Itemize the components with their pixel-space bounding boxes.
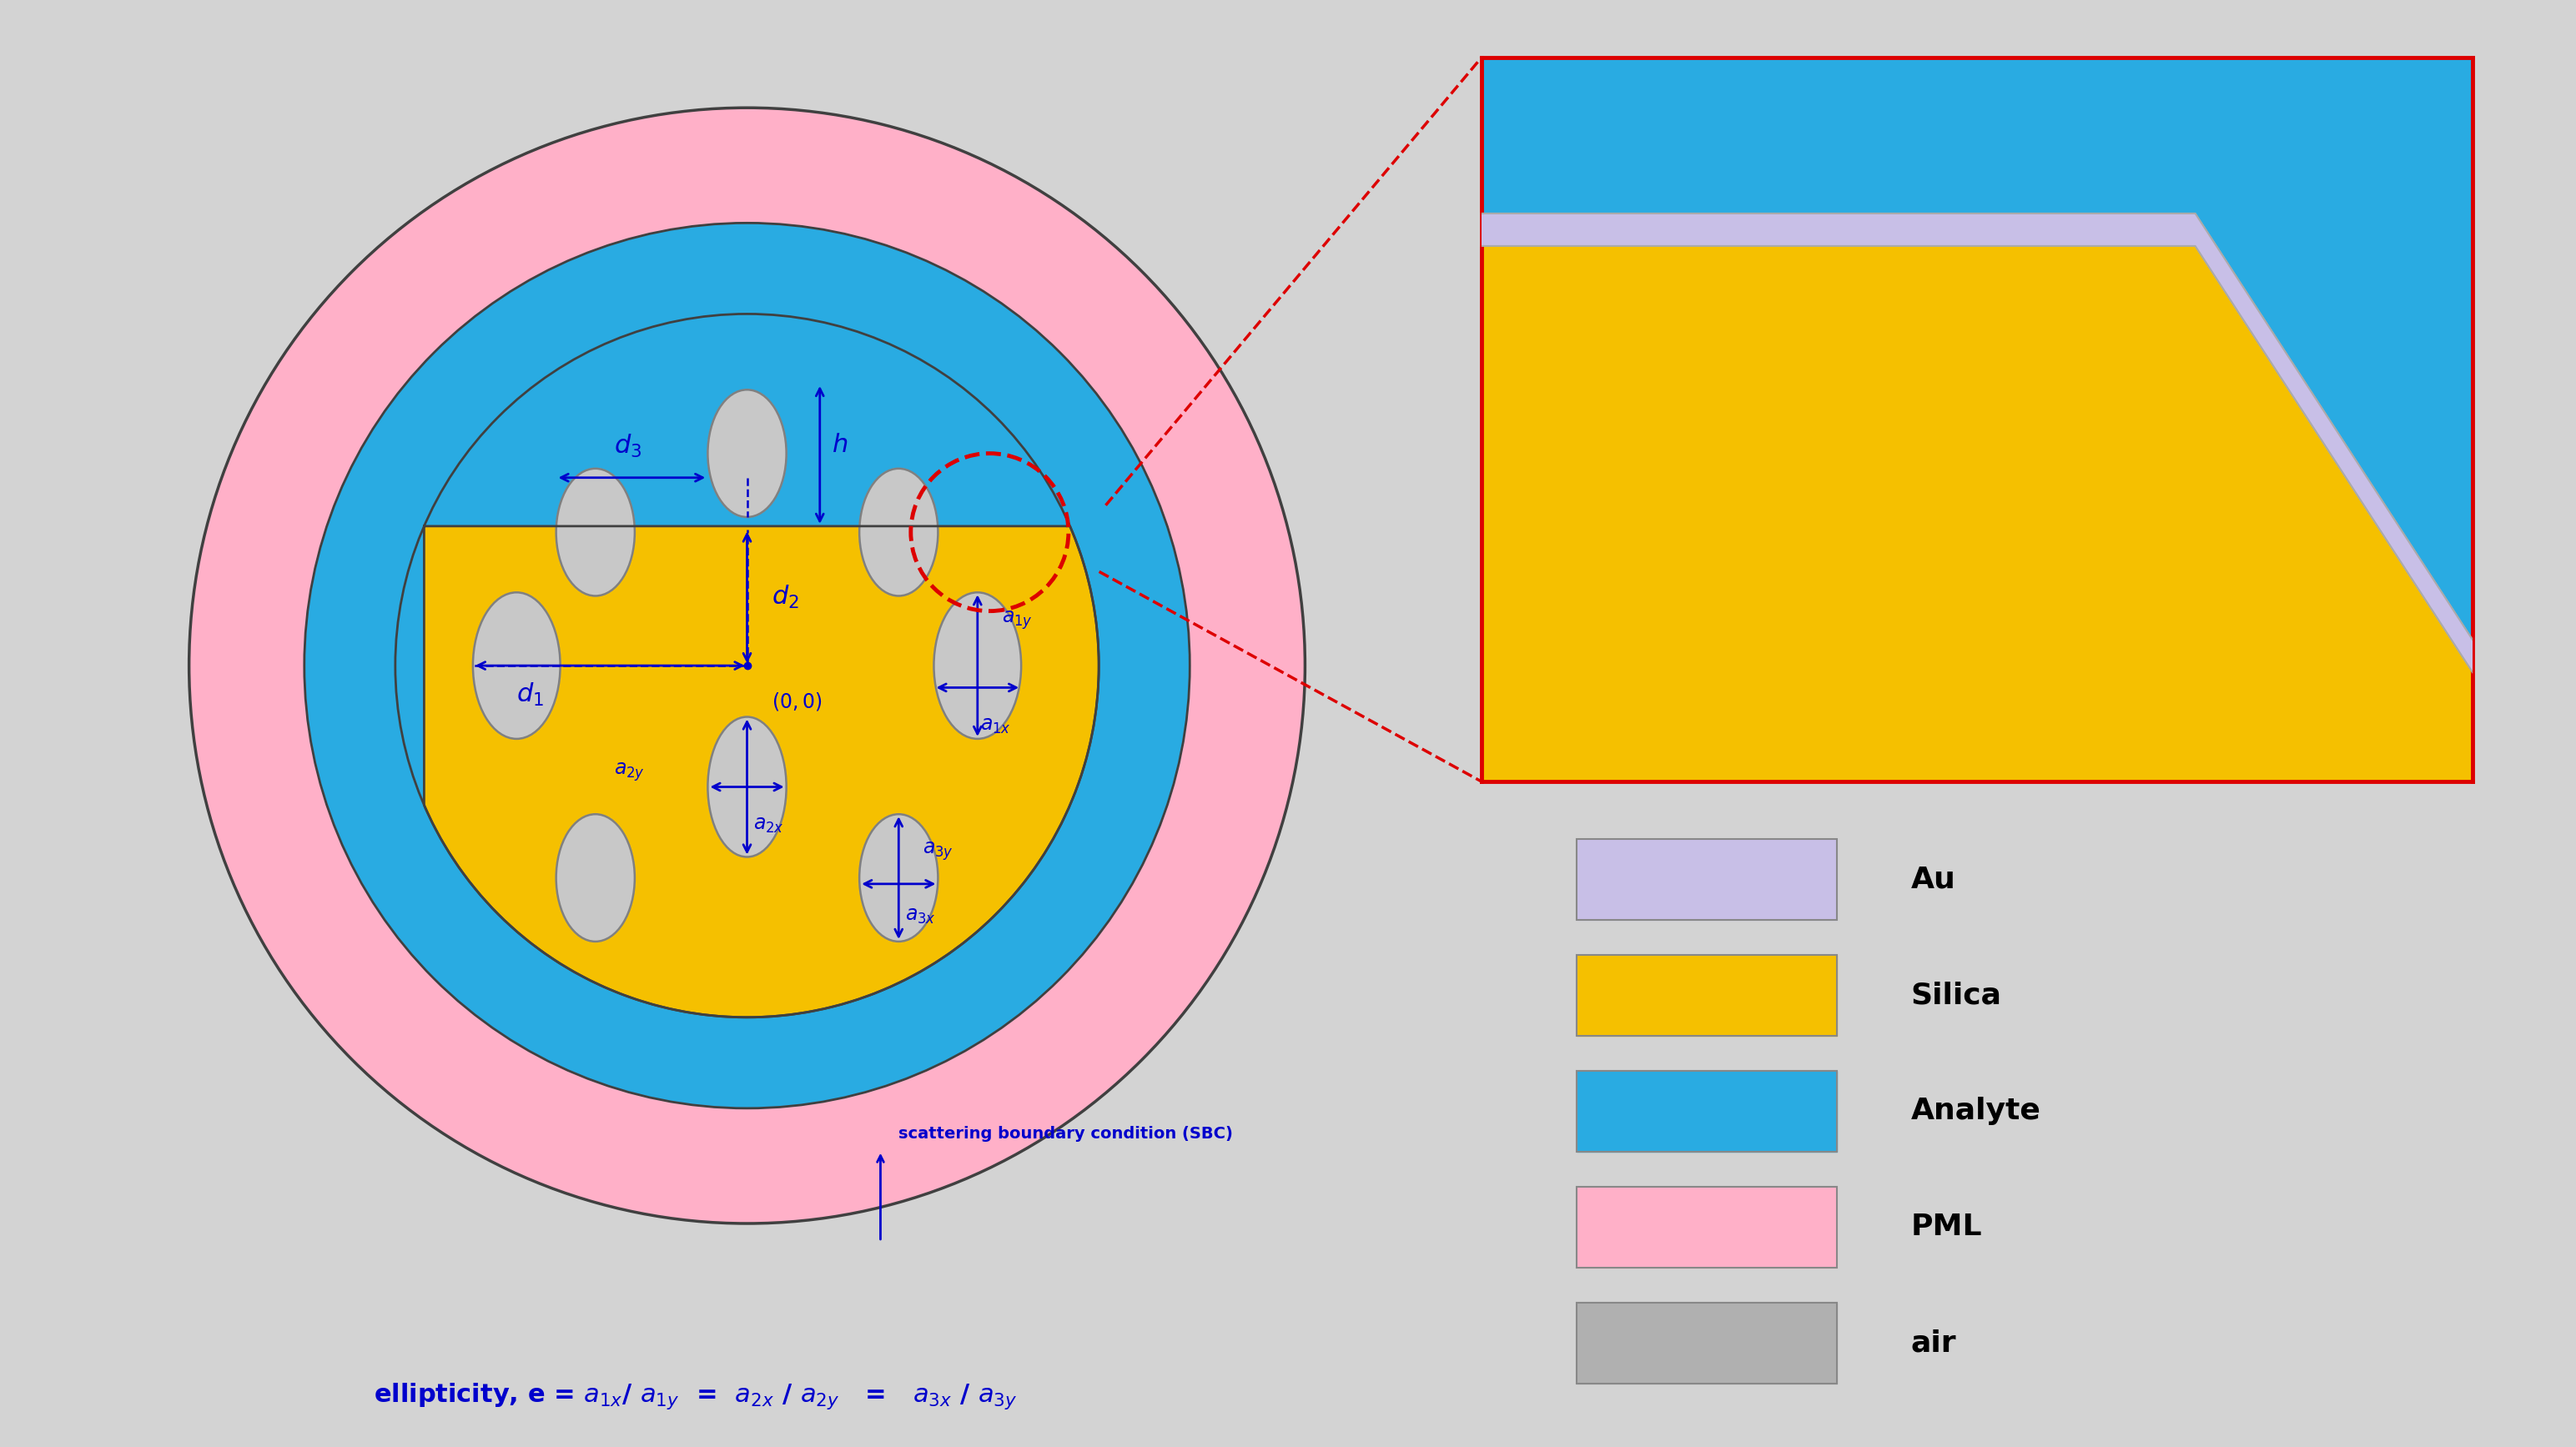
Ellipse shape — [708, 716, 786, 857]
Text: $a_{1y}$: $a_{1y}$ — [1002, 609, 1033, 632]
Text: $h$: $h$ — [832, 433, 848, 457]
Polygon shape — [1481, 214, 2473, 673]
Ellipse shape — [556, 815, 634, 942]
Bar — [1577, 839, 1837, 920]
Text: scattering boundary condition (SBC): scattering boundary condition (SBC) — [899, 1126, 1234, 1142]
Text: $a_{2y}$: $a_{2y}$ — [613, 761, 644, 783]
Bar — [1577, 955, 1837, 1036]
Bar — [1577, 839, 1837, 920]
Ellipse shape — [556, 469, 634, 596]
Ellipse shape — [860, 815, 938, 942]
Text: PML: PML — [1911, 1213, 1981, 1242]
Text: $d_2$: $d_2$ — [770, 585, 799, 611]
Ellipse shape — [935, 592, 1020, 739]
Ellipse shape — [708, 389, 786, 517]
Bar — [1577, 1187, 1837, 1268]
Ellipse shape — [474, 592, 559, 739]
Bar — [1577, 955, 1837, 1036]
Polygon shape — [1481, 246, 2473, 781]
Text: air: air — [1911, 1328, 1955, 1357]
Ellipse shape — [860, 469, 938, 596]
Text: $a_{1x}$: $a_{1x}$ — [981, 715, 1012, 735]
Circle shape — [304, 223, 1190, 1108]
Text: $a_{3x}$: $a_{3x}$ — [904, 906, 935, 926]
Bar — [1577, 1071, 1837, 1152]
Text: Silica: Silica — [1911, 981, 2002, 1010]
Bar — [1577, 1302, 1837, 1383]
Text: ellipticity, e = $a_{1x}$/ $a_{1y}$  =  $a_{2x}$ / $a_{2y}$   =   $a_{3x}$ / $a_: ellipticity, e = $a_{1x}$/ $a_{1y}$ = $a… — [374, 1380, 1018, 1411]
Bar — [1577, 1187, 1837, 1268]
Bar — [1577, 1071, 1837, 1152]
Text: Analyte: Analyte — [1911, 1097, 2040, 1126]
Text: $a_{2x}$: $a_{2x}$ — [752, 815, 783, 835]
Text: Au: Au — [1911, 865, 1955, 894]
Text: $d_1$: $d_1$ — [518, 682, 544, 708]
Text: $a_{3y}$: $a_{3y}$ — [922, 839, 953, 862]
Text: $(0,0)$: $(0,0)$ — [770, 692, 822, 713]
Circle shape — [188, 107, 1306, 1224]
Circle shape — [188, 107, 1306, 1224]
Polygon shape — [425, 527, 1100, 1017]
Text: $d_3$: $d_3$ — [613, 433, 641, 459]
Bar — [1577, 1302, 1837, 1383]
Circle shape — [304, 223, 1190, 1108]
